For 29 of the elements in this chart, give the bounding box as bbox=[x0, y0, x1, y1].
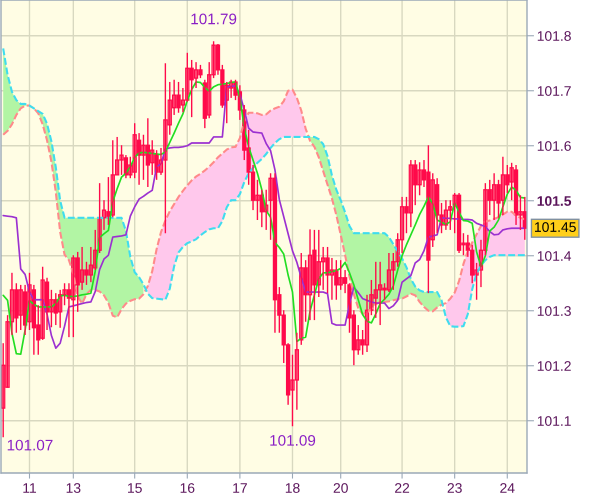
x-tick-label: 22 bbox=[395, 483, 410, 493]
x-tick-label: 23 bbox=[448, 483, 462, 493]
y-tick-label: 101.2 bbox=[538, 361, 571, 371]
candlestick bbox=[163, 62, 168, 234]
y-tick-label: 101.6 bbox=[538, 141, 571, 151]
x-tick-label: 18 bbox=[286, 483, 300, 493]
candlestick bbox=[492, 172, 496, 221]
x-tick-label: 13 bbox=[66, 483, 80, 493]
candlestick bbox=[386, 252, 392, 293]
y-tick-label: 101.3 bbox=[538, 306, 571, 316]
x-tick-label: 15 bbox=[128, 483, 142, 493]
candlestick bbox=[308, 228, 312, 321]
candlestick bbox=[500, 156, 506, 216]
x-tick-label: 16 bbox=[180, 483, 194, 493]
candlestick bbox=[444, 200, 448, 231]
x-tick-label: 20 bbox=[334, 483, 348, 493]
x-tick-label: 24 bbox=[500, 483, 515, 493]
line-series bbox=[2, 47, 526, 328]
y-tick-label: 101.8 bbox=[538, 31, 571, 41]
y-tick-label: 101.5 bbox=[538, 196, 572, 206]
annotation: 101.09 bbox=[270, 434, 316, 446]
annotation: 101.07 bbox=[8, 440, 53, 451]
x-tick-label: 17 bbox=[233, 483, 247, 493]
x-tick-label: 11 bbox=[23, 483, 36, 493]
y-tick-label: 101.4 bbox=[538, 251, 572, 261]
y-tick-label: 101.1 bbox=[538, 416, 571, 426]
text: 101.45 bbox=[535, 222, 576, 232]
y-tick-label: 101.7 bbox=[538, 86, 571, 96]
annotation: 101.79 bbox=[191, 14, 236, 24]
